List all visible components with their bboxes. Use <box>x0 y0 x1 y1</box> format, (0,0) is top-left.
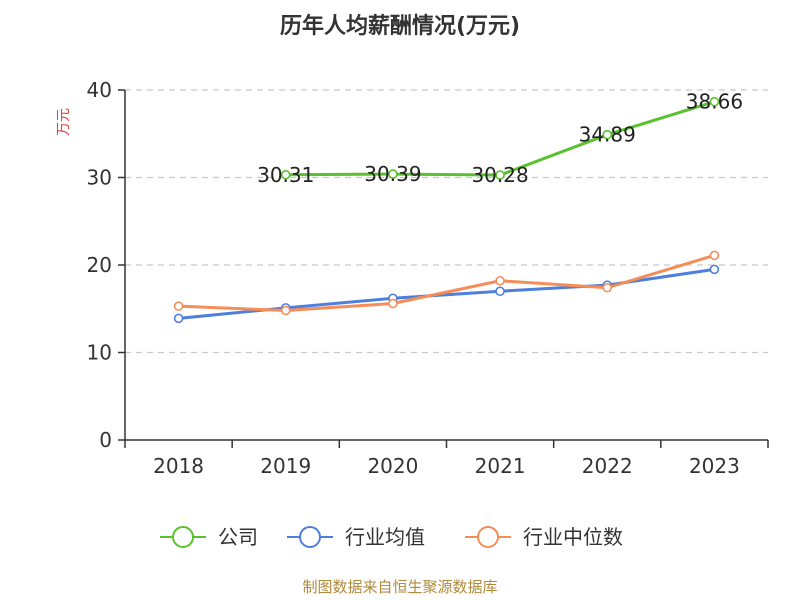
legend-label: 公司 <box>218 525 258 549</box>
legend-marker <box>172 526 194 548</box>
x-tick-label: 2018 <box>153 454 204 478</box>
data-label: 30.28 <box>471 163 528 187</box>
chart-title: 历年人均薪酬情况(万元) <box>280 13 520 39</box>
x-tick-label: 2020 <box>367 454 418 478</box>
legend-label: 行业中位数 <box>523 525 623 549</box>
data-label: 34.89 <box>579 123 636 147</box>
data-label: 38.66 <box>686 90 743 114</box>
data-point-1 <box>495 286 505 297</box>
data-point-0 <box>602 129 613 140</box>
series-line-1 <box>178 267 715 320</box>
y-tick-label: 20 <box>87 253 112 277</box>
data-point-0 <box>388 169 398 179</box>
data-label: 30.39 <box>364 162 421 186</box>
x-tick-label: 2023 <box>689 454 740 478</box>
x-tick-label: 2022 <box>582 454 633 478</box>
data-point-2 <box>495 275 505 286</box>
data-point-2 <box>709 250 720 261</box>
data-point-0 <box>280 169 291 180</box>
x-tick-label: 2021 <box>475 454 526 478</box>
data-point-2 <box>388 298 398 309</box>
data-point-2 <box>280 305 291 316</box>
data-label: 30.31 <box>257 163 314 187</box>
legend: 公司 行业均值 行业中位数 <box>160 525 623 549</box>
data-point-1 <box>173 313 184 324</box>
axes: 0 10 20 30 40 2018 2019 2020 2021 2022 2023 <box>87 78 769 478</box>
data-point-2 <box>602 282 613 293</box>
series-layer <box>173 96 720 324</box>
legend-label: 行业均值 <box>345 525 425 549</box>
y-axis-label: 万元 <box>56 108 72 136</box>
y-tick-label: 0 <box>99 428 112 452</box>
gridlines <box>125 89 768 354</box>
data-labels: 30.31 30.39 30.28 34.89 38.66 <box>257 90 743 187</box>
source-note: 制图数据来自恒生聚源数据库 <box>302 578 497 596</box>
legend-marker <box>299 526 321 548</box>
legend-marker <box>477 526 499 548</box>
data-point-0 <box>709 96 720 107</box>
y-tick-label: 10 <box>87 341 112 365</box>
data-point-0 <box>495 170 505 180</box>
series-line-2 <box>178 253 715 312</box>
data-point-1 <box>709 264 720 275</box>
x-tick-label: 2019 <box>260 454 311 478</box>
data-point-2 <box>173 301 184 311</box>
y-tick-label: 40 <box>87 78 112 102</box>
y-tick-label: 30 <box>87 166 112 190</box>
